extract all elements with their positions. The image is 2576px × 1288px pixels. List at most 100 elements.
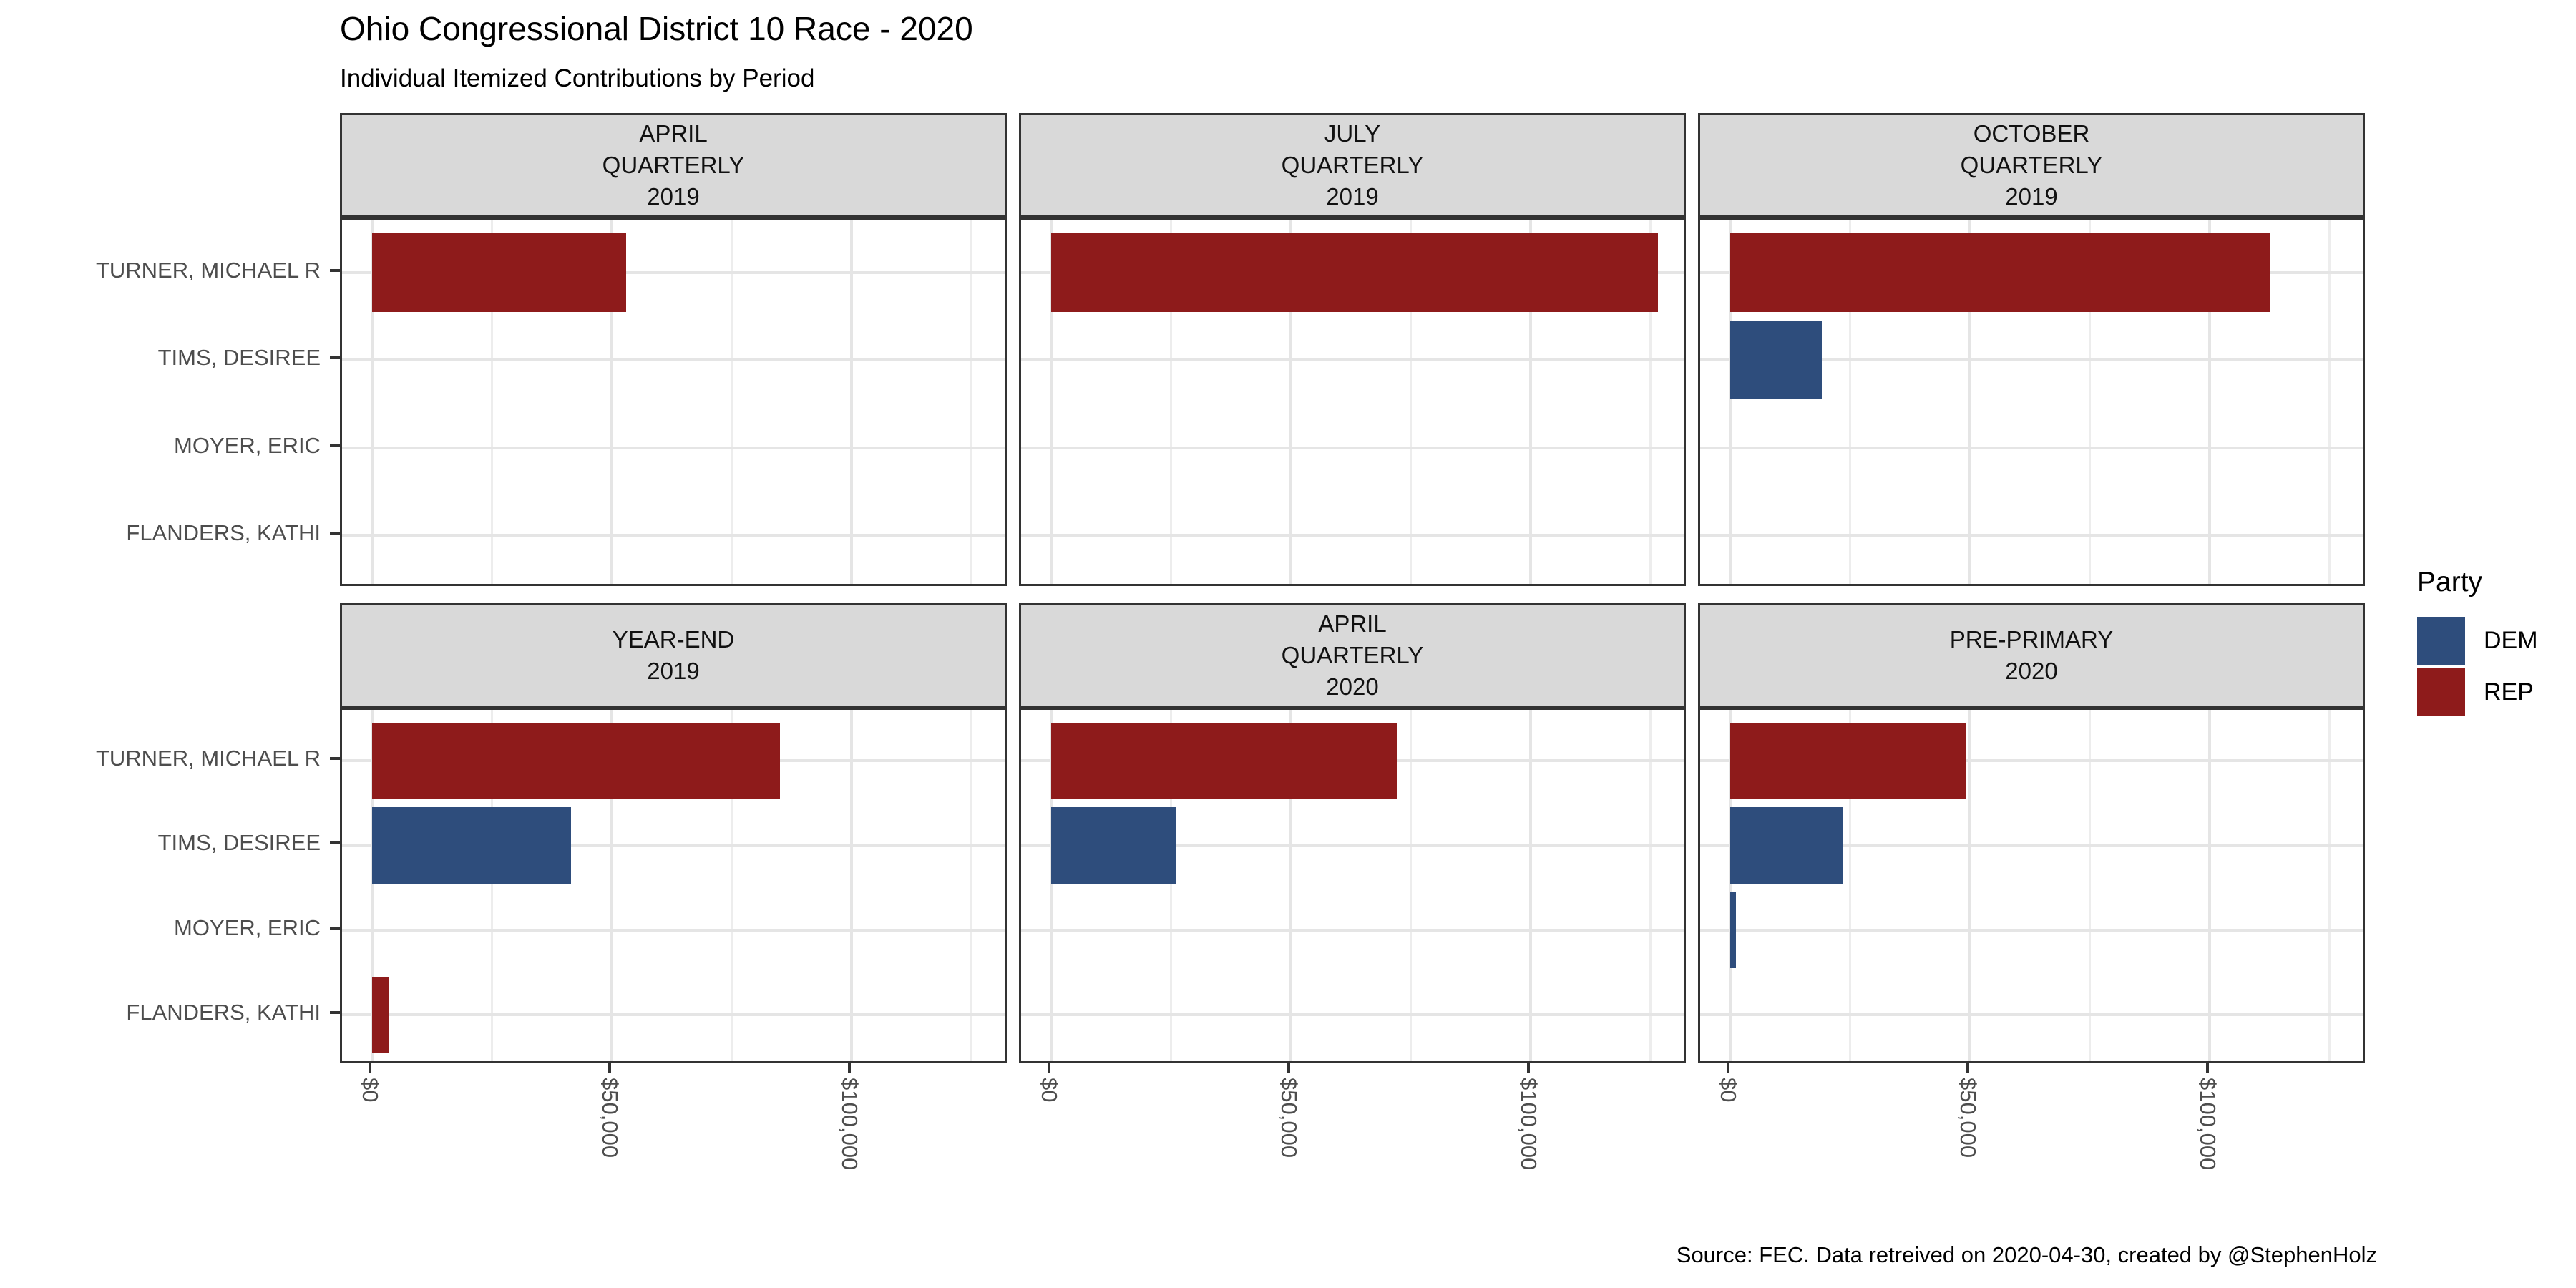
facet-strip-label: 2019: [647, 658, 700, 684]
y-axis-label: FLANDERS, KATHI: [126, 520, 321, 546]
y-gridline: [342, 446, 1005, 449]
x-gridline: [1409, 220, 1412, 584]
y-gridline: [342, 270, 1005, 274]
x-gridline: [490, 220, 493, 584]
y-axis-tick: [330, 356, 340, 360]
x-gridline: [730, 710, 733, 1061]
y-axis-label: MOYER, ERIC: [174, 914, 321, 940]
x-gridline: [2088, 220, 2091, 584]
bar-dem: [1730, 807, 1843, 884]
y-gridline: [1700, 759, 2363, 762]
facet-strip-label: 2019: [647, 183, 700, 210]
facet-strip: JULY QUARTERLY 2019: [1019, 113, 1686, 218]
chart-caption: Source: FEC. Data retreived on 2020-04-3…: [1676, 1242, 2377, 1267]
y-gridline: [1021, 358, 1684, 362]
facet-strip-label: APRIL: [639, 120, 708, 147]
facet-strip-label: 2020: [2005, 658, 2058, 684]
facet-strip-label: JULY: [1324, 120, 1381, 147]
y-gridline: [342, 928, 1005, 932]
bar-dem: [372, 807, 572, 884]
y-axis-label: FLANDERS, KATHI: [126, 1000, 321, 1025]
y-axis-tick: [330, 444, 340, 447]
legend-swatch-dem: [2417, 617, 2465, 665]
bar-rep: [1051, 722, 1397, 799]
facet-strip: OCTOBER QUARTERLY 2019: [1698, 113, 2365, 218]
facet-panel: [340, 218, 1007, 586]
bar-rep: [1051, 233, 1658, 312]
x-gridline: [610, 710, 614, 1061]
x-gridline: [1729, 220, 1732, 584]
facet-strip-label: OCTOBER: [1973, 120, 2090, 147]
facet-strip-label: QUARTERLY: [1281, 642, 1424, 668]
y-gridline: [1021, 1013, 1684, 1016]
x-gridline: [730, 220, 733, 584]
facet-panel: [340, 708, 1007, 1063]
bar-dem: [1730, 892, 1737, 968]
chart-subtitle: Individual Itemized Contributions by Per…: [340, 64, 815, 92]
y-gridline: [1700, 446, 2363, 449]
facet-strip-label: YEAR-END: [612, 626, 735, 653]
facet-panel: [1698, 218, 2365, 586]
y-gridline: [1700, 844, 2363, 847]
legend-item-dem: DEM: [2417, 617, 2538, 665]
bar-dem: [1730, 321, 1822, 400]
x-axis-label: $0: [1037, 1078, 1063, 1103]
x-gridline: [2088, 710, 2091, 1061]
x-gridline: [1050, 220, 1053, 584]
x-axis-tick: [1966, 1063, 1970, 1073]
facet-strip: PRE-PRIMARY 2020: [1698, 603, 2365, 708]
x-axis-label: $50,000: [1277, 1078, 1302, 1158]
x-axis-tick: [1527, 1063, 1531, 1073]
x-gridline: [1529, 220, 1533, 584]
y-gridline: [342, 534, 1005, 537]
x-gridline: [1968, 710, 1972, 1061]
y-axis-label: MOYER, ERIC: [174, 432, 321, 458]
y-axis-tick: [330, 268, 340, 272]
legend: Party DEM REP: [2417, 567, 2538, 720]
x-gridline: [1529, 710, 1533, 1061]
x-gridline: [2328, 710, 2331, 1061]
facet-strip: YEAR-END 2019: [340, 603, 1007, 708]
x-gridline: [1649, 220, 1652, 584]
y-axis-tick: [330, 757, 340, 760]
x-gridline: [371, 220, 374, 584]
y-axis-label: TURNER, MICHAEL R: [95, 257, 321, 283]
x-gridline: [1729, 710, 1732, 1061]
legend-item-rep: REP: [2417, 668, 2538, 716]
y-axis-label: TIMS, DESIREE: [157, 345, 321, 371]
x-gridline: [970, 220, 972, 584]
x-gridline: [1968, 220, 1972, 584]
x-axis-label: $50,000: [1956, 1078, 1981, 1158]
bar-rep: [372, 976, 389, 1053]
x-axis-label: $100,000: [2195, 1078, 2221, 1171]
x-gridline: [1289, 220, 1293, 584]
x-axis-tick: [608, 1063, 612, 1073]
x-axis-tick: [2206, 1063, 2210, 1073]
x-axis-label: $50,000: [597, 1078, 623, 1158]
x-axis-tick: [369, 1063, 372, 1073]
x-gridline: [2328, 220, 2331, 584]
y-axis-tick: [330, 1011, 340, 1014]
y-gridline: [342, 358, 1005, 362]
facet-strip: APRIL QUARTERLY 2020: [1019, 603, 1686, 708]
x-axis-tick: [1287, 1063, 1291, 1073]
x-gridline: [2208, 220, 2212, 584]
legend-label-rep: REP: [2484, 678, 2534, 706]
x-axis-tick: [1048, 1063, 1051, 1073]
facet-panel: [1698, 708, 2365, 1063]
bar-dem: [1051, 807, 1176, 884]
bar-rep: [372, 233, 627, 312]
facet-strip: APRIL QUARTERLY 2019: [340, 113, 1007, 218]
bar-rep: [372, 722, 780, 799]
x-axis-label: $100,000: [837, 1078, 863, 1171]
y-gridline: [1700, 1013, 2363, 1016]
x-axis-tick: [848, 1063, 852, 1073]
facet-strip-label: QUARTERLY: [1960, 152, 2103, 178]
facet-strip-label: 2019: [2005, 183, 2058, 210]
x-gridline: [490, 710, 493, 1061]
bar-rep: [1730, 722, 1966, 799]
y-gridline: [1700, 534, 2363, 537]
facet-strip-label: APRIL: [1318, 610, 1387, 637]
x-gridline: [1848, 710, 1851, 1061]
